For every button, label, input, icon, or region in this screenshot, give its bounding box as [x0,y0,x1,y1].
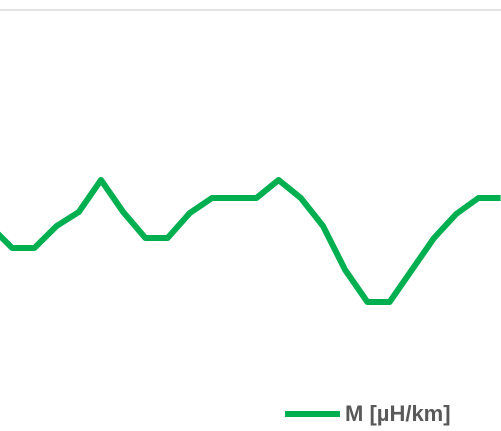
legend: M [µH/km] [285,401,451,426]
plot-area [0,177,501,305]
data-line [0,177,501,305]
legend-label: M [µH/km] [345,401,451,426]
